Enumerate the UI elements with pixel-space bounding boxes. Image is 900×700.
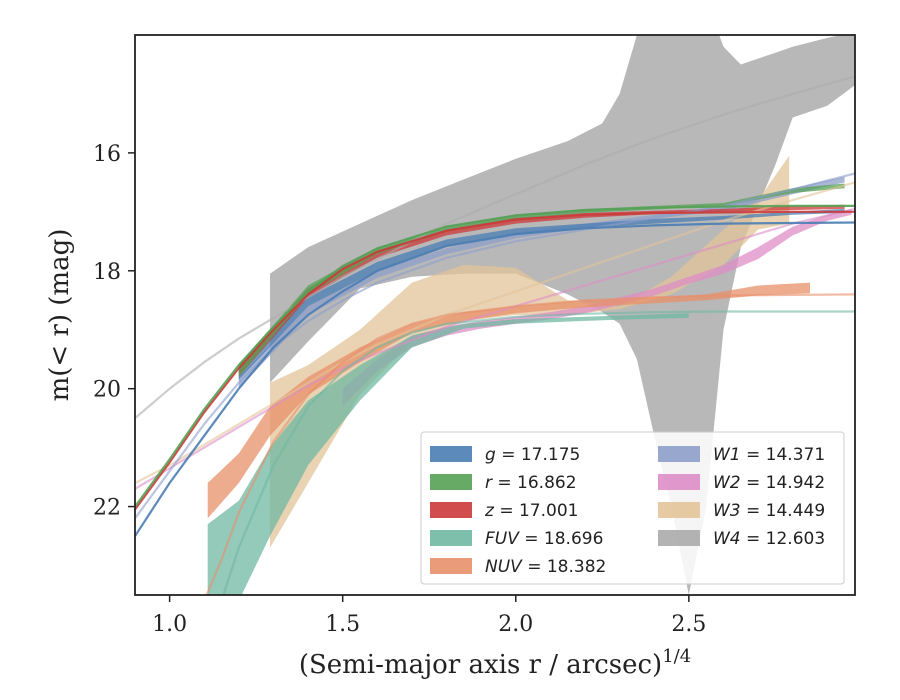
legend-swatch-fuv — [430, 530, 472, 546]
x-axis-label-exponent: 1/4 — [662, 646, 691, 667]
legend-label-nuv: NUV = 18.382 — [485, 557, 606, 577]
legend-swatch-w4 — [658, 530, 700, 546]
band-w2 — [342, 208, 852, 407]
legend-swatch-w1 — [658, 446, 700, 462]
legend-label-fuv: FUV = 18.696 — [485, 529, 603, 549]
y-axis-ticks: 16 18 20 22 — [93, 142, 135, 521]
y-axis-label: m(< r) (mag) — [45, 229, 75, 402]
band-fuv — [207, 313, 689, 595]
legend: g = 17.175 r = 16.862 z = 17.001 FUV = 18.6… — [420, 431, 845, 585]
x-axis-ticks: 1.0 1.5 2.0 2.5 — [152, 595, 706, 637]
legend-swatch-z — [430, 502, 472, 518]
x-tick-label: 1.5 — [325, 612, 360, 637]
legend-swatch-g — [430, 446, 472, 462]
y-tick-label: 22 — [93, 496, 121, 521]
model-curve-g — [135, 221, 855, 537]
model-curve-w1 — [135, 172, 855, 520]
model-curves — [135, 75, 855, 595]
y-tick-label: 18 — [93, 260, 121, 285]
model-curve-z — [135, 210, 855, 511]
legend-label-w1: W1 = 14.371 — [713, 445, 825, 465]
model-curve-w3 — [135, 181, 855, 484]
model-curve-fuv — [222, 310, 855, 595]
legend-swatch-w2 — [658, 474, 700, 490]
legend-swatch-r — [430, 474, 472, 490]
model-curve-w4 — [135, 75, 855, 420]
x-tick-label: 2.5 — [671, 612, 706, 637]
legend-swatch-nuv — [430, 558, 472, 574]
plot-frame — [134, 34, 856, 596]
x-tick-label: 2.0 — [498, 612, 533, 637]
legend-label-w2: W2 = 14.942 — [713, 473, 825, 493]
x-axis-label: (Semi-major axis r / arcsec)1/4 — [299, 646, 691, 680]
model-curve-w2 — [135, 207, 855, 490]
legend-label-z: z = 17.001 — [484, 501, 578, 521]
legend-label-r: r = 16.862 — [485, 473, 577, 493]
x-tick-label: 1.0 — [152, 612, 187, 637]
model-curve-nuv — [205, 293, 855, 595]
model-curve-r — [135, 204, 855, 508]
legend-frame — [420, 431, 845, 585]
legend-label-w4: W4 = 12.603 — [713, 529, 825, 549]
legend-swatch-w3 — [658, 502, 700, 518]
y-tick-label: 16 — [93, 142, 121, 167]
y-tick-label: 20 — [93, 378, 121, 403]
band-w1 — [238, 176, 845, 389]
legend-label-w3: W3 = 14.449 — [713, 501, 825, 521]
legend-label-g: g = 17.175 — [485, 445, 580, 465]
